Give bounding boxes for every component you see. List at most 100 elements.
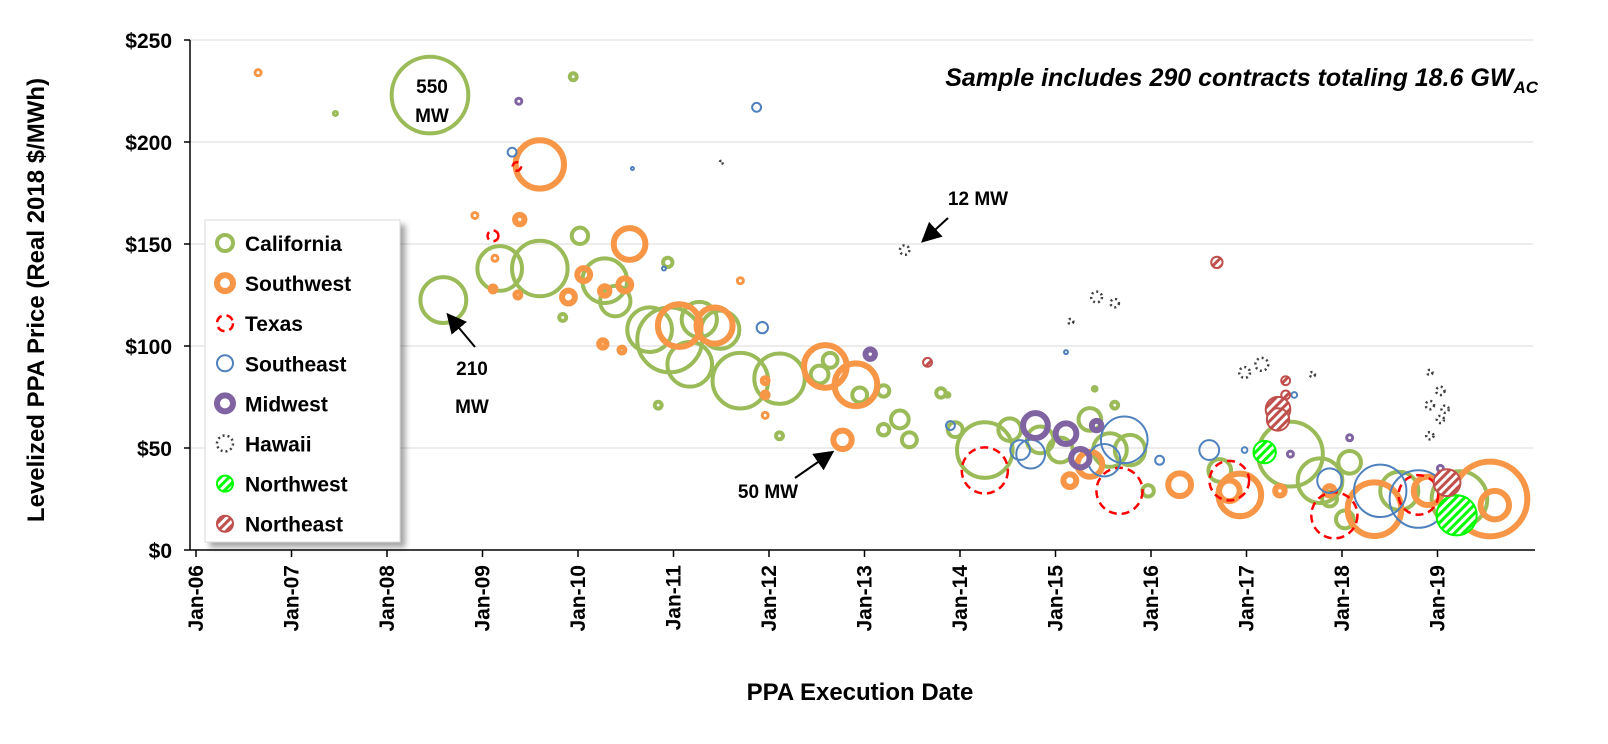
bubble (616, 344, 628, 356)
legend-label: Northwest (245, 474, 348, 497)
x-tick-label: Jan-10 (567, 565, 590, 632)
annotation-arrow (921, 217, 949, 243)
bubble (470, 210, 480, 220)
legend-marker (216, 514, 234, 533)
x-tick-label: Jan-09 (472, 565, 495, 632)
x-tick-label: Jan-14 (949, 565, 972, 632)
legend: California Southwest Texas Southeast Midwest… (214, 233, 351, 537)
x-tick-label: Jan-17 (1236, 565, 1259, 632)
bubble (598, 283, 633, 319)
annotation: 550 (416, 77, 448, 98)
y-tick-label: $100 (125, 336, 172, 359)
bubble (1265, 407, 1291, 432)
bubble (506, 146, 518, 158)
bubble (1237, 365, 1252, 380)
bubble (1432, 468, 1462, 498)
bubble (1140, 483, 1156, 499)
bubble (487, 283, 499, 295)
bubble (1090, 384, 1099, 393)
legend-marker (216, 354, 234, 373)
legend-label: Southwest (245, 273, 351, 296)
bubble (1426, 368, 1434, 377)
bubble (1308, 370, 1317, 379)
bubble (1063, 349, 1069, 356)
x-tick-label: Jan-12 (758, 565, 781, 632)
bubble (875, 421, 892, 438)
bubble (1208, 459, 1251, 502)
bubble (1112, 432, 1148, 468)
bubble (475, 244, 525, 293)
legend-marker (216, 474, 234, 493)
bubble (1210, 255, 1224, 270)
annotation-arrow (794, 450, 835, 479)
annotation: 50 MW (738, 482, 798, 503)
bubble (654, 301, 704, 350)
bubble (661, 255, 675, 270)
bubble (960, 446, 1010, 495)
y-tick-label: $250 (125, 30, 172, 53)
legend-label: Midwest (245, 393, 328, 416)
bubble (751, 101, 763, 113)
note-text: Sample includes 290 contracts totaling 1… (945, 64, 1516, 92)
bubble (1009, 439, 1032, 461)
bubble (1397, 473, 1440, 516)
annotation: 210 (456, 359, 488, 380)
legend-marker (215, 313, 235, 333)
bubble (1424, 430, 1435, 441)
legend-marker (215, 233, 235, 253)
annotation-arrow (446, 312, 476, 348)
bubble (831, 360, 881, 410)
bubble (759, 389, 771, 401)
x-tick-label: Jan-07 (281, 565, 304, 632)
bubble (1424, 399, 1436, 411)
x-tick-label: Jan-13 (854, 565, 877, 632)
bubble (514, 96, 524, 106)
bubble (1066, 317, 1075, 326)
y-axis-title: Levelized PPA Price (Real 2018 $/MWh) (23, 78, 50, 522)
legend-label: Southeast (245, 353, 347, 376)
bubble (1109, 399, 1121, 411)
bubble (569, 225, 591, 247)
bubble (943, 391, 952, 399)
bubble (1477, 487, 1513, 523)
bubble (574, 265, 594, 285)
bubble (615, 275, 635, 295)
bubble (625, 305, 674, 355)
annotation: MW (455, 397, 489, 418)
x-tick-label: Jan-11 (663, 565, 686, 631)
legend-label: Texas (245, 313, 303, 336)
legend-box (204, 219, 401, 543)
bubble (955, 420, 1015, 480)
legend-marker (214, 392, 236, 415)
bubble (660, 265, 667, 272)
bubble (510, 238, 570, 299)
bubble (652, 399, 664, 411)
bubble (808, 363, 831, 386)
bubble (1052, 420, 1080, 448)
bubble (512, 289, 524, 301)
bubble (1254, 356, 1270, 373)
bubble (760, 410, 770, 420)
bubble (898, 244, 911, 257)
bubble (629, 166, 635, 172)
bubble (830, 427, 855, 453)
bubble (512, 211, 528, 228)
x-tick-label: Jan-08 (376, 565, 399, 632)
bubble (1109, 297, 1121, 309)
legend-label: Northeast (245, 514, 343, 537)
bubble (820, 350, 840, 370)
bubble (888, 408, 911, 431)
note-sub: AC (1512, 78, 1538, 97)
bubble (253, 68, 263, 78)
x-tick-label: Jan-15 (1045, 565, 1068, 632)
bubble (1344, 479, 1405, 539)
bubble (1252, 439, 1277, 465)
x-axis-title: PPA Execution Date (747, 679, 974, 706)
bubble (899, 430, 919, 450)
bubble (1068, 446, 1093, 471)
legend-marker (214, 272, 236, 295)
legend-marker (215, 434, 235, 453)
bubble (755, 320, 769, 335)
bubble (693, 304, 736, 347)
